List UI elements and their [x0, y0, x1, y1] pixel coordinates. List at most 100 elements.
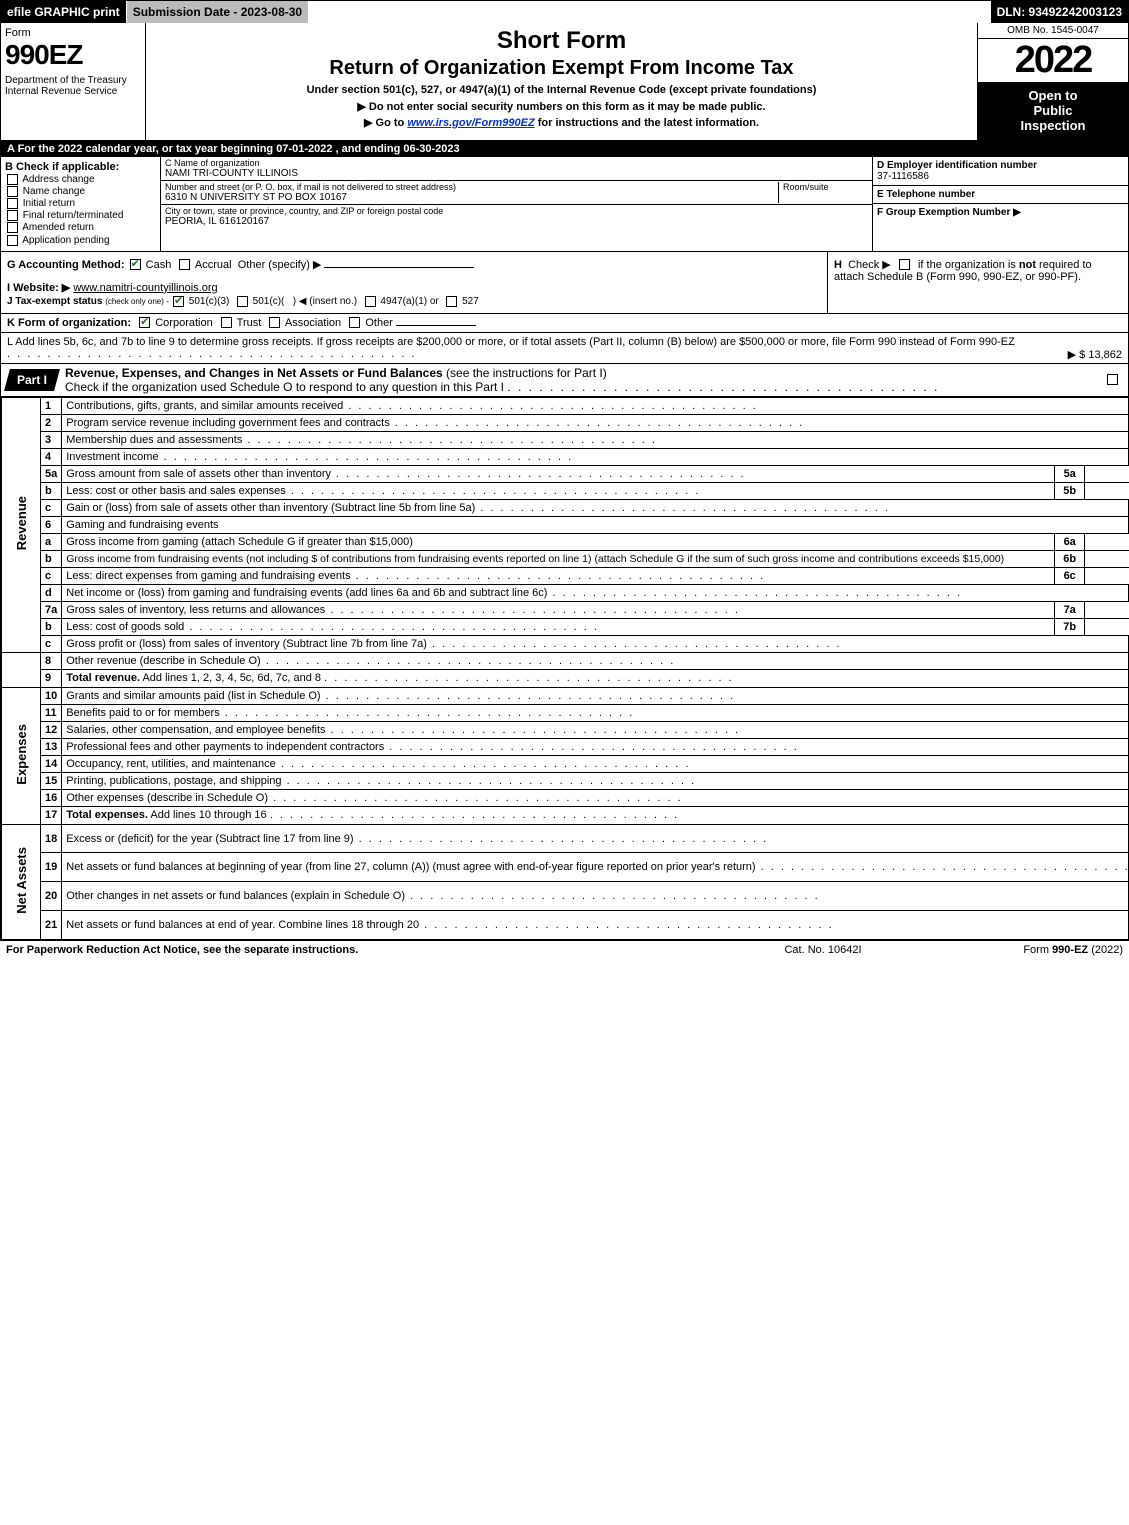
street-row: Number and street (or P. O. box, if mail… — [161, 181, 872, 205]
line-1: Revenue 1 Contributions, gifts, grants, … — [2, 397, 1129, 414]
opt-name-change[interactable]: Name change — [5, 186, 156, 197]
top-bar: efile GRAPHIC print Submission Date - 20… — [1, 1, 1128, 23]
irs-link[interactable]: www.irs.gov/Form990EZ — [407, 117, 534, 129]
dln-label: DLN: 93492242003123 — [991, 1, 1128, 23]
website-link[interactable]: www.namitri-countyillinois.org — [73, 282, 217, 294]
section-h: H Check ▶ if the organization is not req… — [828, 252, 1128, 313]
line-6: 6 Gaming and fundraising events — [2, 516, 1129, 533]
j-501c-checkbox[interactable] — [237, 296, 248, 307]
footer-right: Form 990-EZ (2022) — [923, 944, 1123, 956]
header-mid: Short Form Return of Organization Exempt… — [146, 23, 978, 140]
section-d: D Employer identification number 37-1116… — [873, 157, 1128, 186]
form-word: Form — [5, 27, 141, 39]
gross-receipts-amount: ▶ $ 13,862 — [1068, 348, 1122, 361]
section-j: J Tax-exempt status (check only one) - 5… — [7, 296, 821, 307]
ein-val: 37-1116586 — [877, 171, 1124, 182]
netassets-sidebar: Net Assets — [14, 827, 29, 934]
h-not-required-checkbox[interactable] — [899, 259, 910, 270]
line-7c: c Gross profit or (loss) from sales of i… — [2, 635, 1129, 652]
line-3: 3 Membership dues and assessments 3 1,38… — [2, 431, 1129, 448]
ssn-warning: ▶ Do not enter social security numbers o… — [154, 100, 969, 113]
part-1-tag: Part I — [4, 369, 60, 391]
line-15: 15 Printing, publications, postage, and … — [2, 772, 1129, 789]
line-19: 19 Net assets or fund balances at beginn… — [2, 853, 1129, 882]
section-def: D Employer identification number 37-1116… — [873, 157, 1128, 251]
short-form-title: Short Form — [154, 27, 969, 55]
k-corp-checkbox[interactable] — [139, 317, 150, 328]
city-val: PEORIA, IL 616120167 — [165, 216, 868, 227]
section-e: E Telephone number — [873, 186, 1128, 204]
form-subtitle: Under section 501(c), 527, or 4947(a)(1)… — [154, 84, 969, 96]
line-6b-amount — [1085, 550, 1129, 567]
section-k: K Form of organization: Corporation Trus… — [1, 314, 1128, 333]
line-10: Expenses 10 Grants and similar amounts p… — [2, 687, 1129, 704]
accrual-checkbox[interactable] — [179, 259, 190, 270]
section-c: C Name of organization NAMI TRI-COUNTY I… — [161, 157, 873, 251]
line-7a-amount — [1085, 601, 1129, 618]
line-6c-amount — [1085, 567, 1129, 584]
line-4: 4 Investment income 4 — [2, 448, 1129, 465]
section-g: G Accounting Method: Cash Accrual Other … — [1, 252, 828, 313]
line-7a: 7a Gross sales of inventory, less return… — [2, 601, 1129, 618]
goto-note: ▶ Go to www.irs.gov/Form990EZ for instru… — [154, 116, 969, 129]
line-7b-amount — [1085, 618, 1129, 635]
line-16: 16 Other expenses (describe in Schedule … — [2, 789, 1129, 806]
k-assoc-checkbox[interactable] — [269, 317, 280, 328]
section-b: B Check if applicable: Address change Na… — [1, 157, 161, 251]
opt-initial-return[interactable]: Initial return — [5, 198, 156, 209]
line-6a: a Gross income from gaming (attach Sched… — [2, 533, 1129, 550]
section-l: L Add lines 5b, 6c, and 7b to line 9 to … — [1, 333, 1128, 364]
j-527-checkbox[interactable] — [446, 296, 457, 307]
line-8: 8 Other revenue (describe in Schedule O)… — [2, 652, 1129, 669]
k-trust-checkbox[interactable] — [221, 317, 232, 328]
org-name-row: C Name of organization NAMI TRI-COUNTY I… — [161, 157, 872, 181]
section-b-c-d-e-f: B Check if applicable: Address change Na… — [1, 157, 1128, 252]
other-method-input[interactable] — [324, 267, 474, 268]
form-number: 990EZ — [5, 39, 141, 71]
header-left: Form 990EZ Department of the Treasury In… — [1, 23, 146, 140]
opt-final-return[interactable]: Final return/terminated — [5, 210, 156, 221]
cash-checkbox[interactable] — [130, 259, 141, 270]
section-f: F Group Exemption Number ▶ — [873, 204, 1128, 221]
public-inspection-badge[interactable]: Open to Public Inspection — [978, 83, 1128, 140]
city-row: City or town, state or province, country… — [161, 205, 872, 228]
efile-print-label[interactable]: efile GRAPHIC print — [1, 1, 127, 23]
line-13: 13 Professional fees and other payments … — [2, 738, 1129, 755]
line-14: 14 Occupancy, rent, utilities, and maint… — [2, 755, 1129, 772]
j-501c3-checkbox[interactable] — [173, 296, 184, 307]
line-6b: b Gross income from fundraising events (… — [2, 550, 1129, 567]
omb-label: OMB No. 1545-0047 — [978, 23, 1128, 39]
line-5a: 5a Gross amount from sale of assets othe… — [2, 465, 1129, 482]
form-header: Form 990EZ Department of the Treasury In… — [1, 23, 1128, 141]
line-2: 2 Program service revenue including gove… — [2, 414, 1129, 431]
section-g-h: G Accounting Method: Cash Accrual Other … — [1, 252, 1128, 314]
line-6a-amount — [1085, 533, 1129, 550]
line-5a-amount — [1085, 465, 1129, 482]
line-18: Net Assets 18 Excess or (deficit) for th… — [2, 824, 1129, 853]
line-21: 21 Net assets or fund balances at end of… — [2, 910, 1129, 939]
opt-amended-return[interactable]: Amended return — [5, 222, 156, 233]
line-6d: d Net income or (loss) from gaming and f… — [2, 584, 1129, 601]
line-6c: c Less: direct expenses from gaming and … — [2, 567, 1129, 584]
part-1-header: Part I Revenue, Expenses, and Changes in… — [1, 364, 1128, 397]
footer-left: For Paperwork Reduction Act Notice, see … — [6, 944, 723, 956]
line-20: 20 Other changes in net assets or fund b… — [2, 882, 1129, 911]
opt-application-pending[interactable]: Application pending — [5, 235, 156, 246]
expenses-sidebar: Expenses — [14, 704, 29, 805]
tax-year: 2022 — [978, 39, 1128, 83]
part-1-checkbox[interactable] — [1088, 374, 1128, 386]
street-val: 6310 N UNIVERSITY ST PO BOX 10167 — [165, 192, 778, 203]
line-11: 11 Benefits paid to or for members 11 — [2, 704, 1129, 721]
footer-catno: Cat. No. 10642I — [723, 944, 923, 956]
row-a-tax-year: A For the 2022 calendar year, or tax yea… — [1, 141, 1128, 157]
page-footer: For Paperwork Reduction Act Notice, see … — [0, 941, 1129, 959]
section-b-header: B Check if applicable: — [5, 161, 156, 173]
k-other-checkbox[interactable] — [349, 317, 360, 328]
j-4947-checkbox[interactable] — [365, 296, 376, 307]
header-right: OMB No. 1545-0047 2022 Open to Public In… — [978, 23, 1128, 140]
line-12: 12 Salaries, other compensation, and emp… — [2, 721, 1129, 738]
revenue-table: Revenue 1 Contributions, gifts, grants, … — [1, 397, 1129, 940]
section-i: I Website: ▶ www.namitri-countyillinois.… — [7, 281, 821, 294]
revenue-sidebar: Revenue — [14, 476, 29, 570]
opt-address-change[interactable]: Address change — [5, 174, 156, 185]
